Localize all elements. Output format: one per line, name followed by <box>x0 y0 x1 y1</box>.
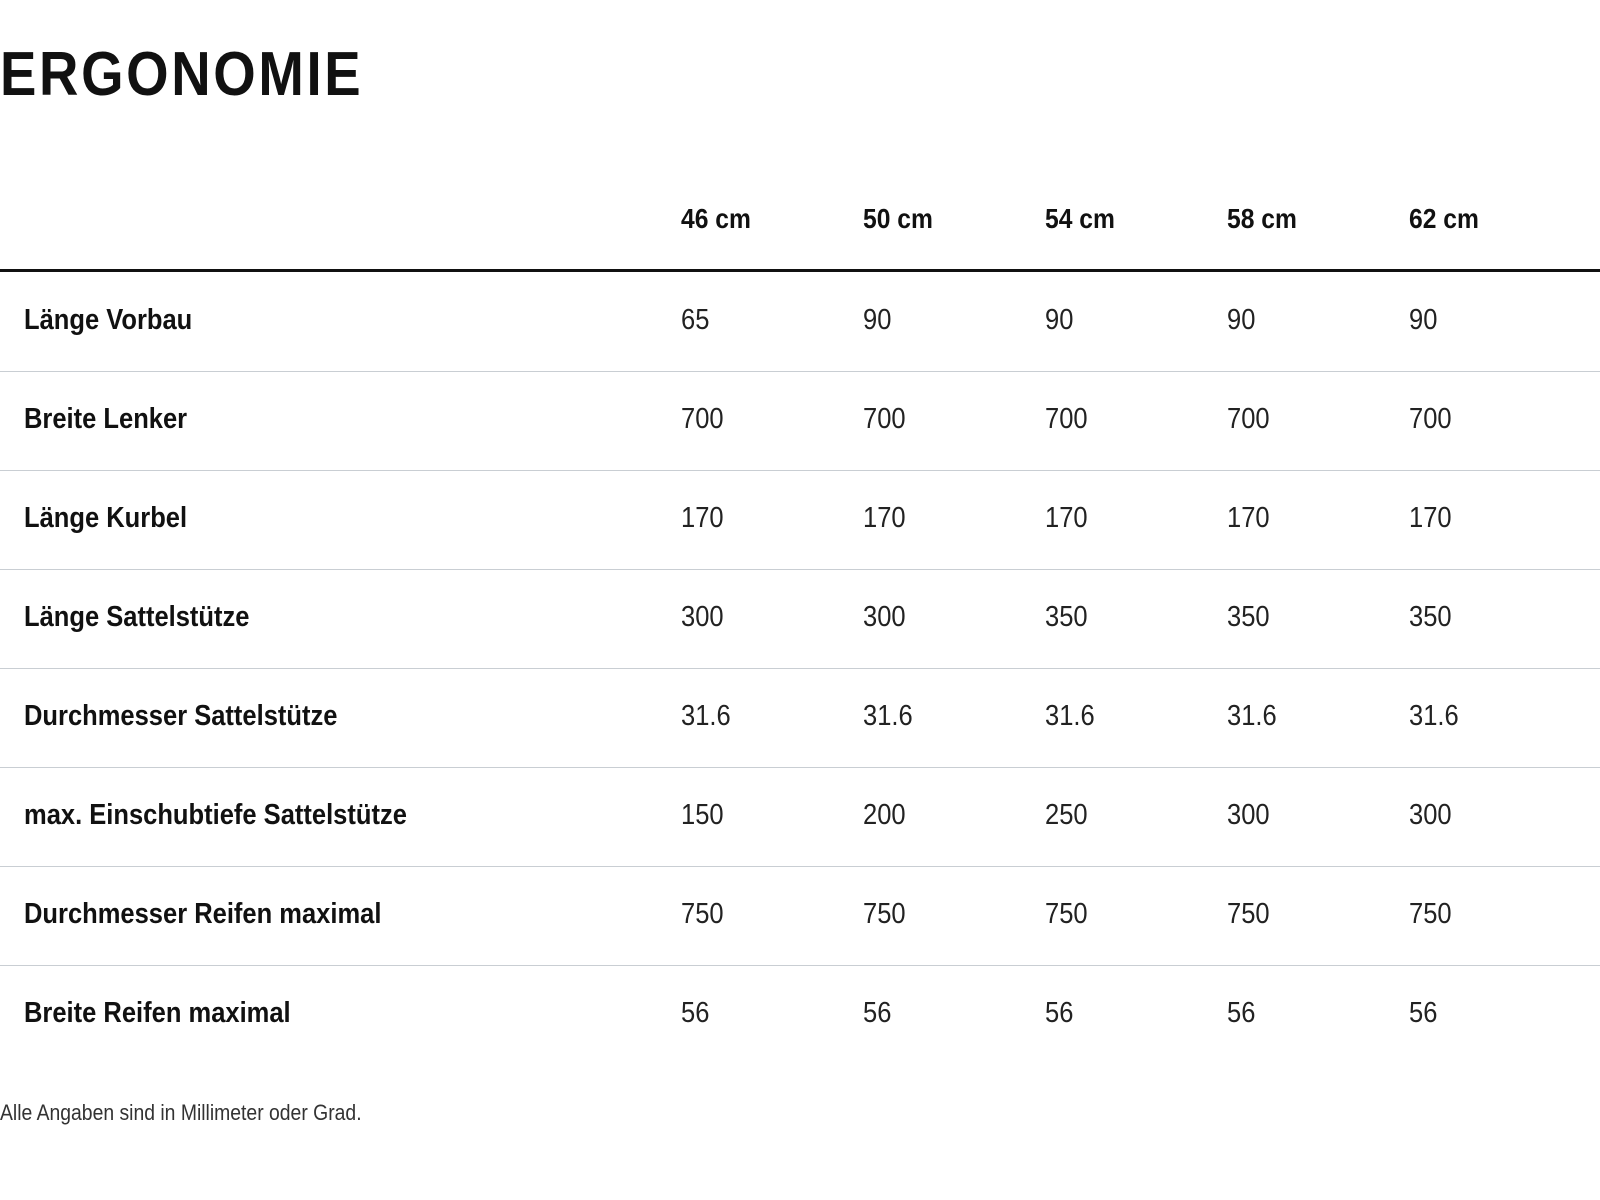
table-cell: 56 <box>1045 997 1074 1029</box>
table-cell: 350 <box>1227 601 1270 633</box>
row-label: Breite Lenker <box>24 403 188 435</box>
table-cell: 300 <box>1227 799 1270 831</box>
footnote: Alle Angaben sind in Millimeter oder Gra… <box>0 1100 362 1125</box>
table-cell: 300 <box>681 601 724 633</box>
table-cell: 350 <box>1409 601 1452 633</box>
table-cell: 150 <box>681 799 724 831</box>
column-header: 50 cm <box>863 203 933 234</box>
column-header: 62 cm <box>1409 203 1479 234</box>
row-label: Durchmesser Reifen maximal <box>24 898 382 930</box>
table-cell: 750 <box>1409 898 1452 930</box>
table-cell: 90 <box>1409 304 1438 336</box>
header-rule <box>0 269 1600 272</box>
row-separator <box>0 470 1600 471</box>
row-label: Länge Vorbau <box>24 304 193 336</box>
row-separator <box>0 371 1600 372</box>
table-cell: 56 <box>1409 997 1438 1029</box>
table-cell: 700 <box>1045 403 1088 435</box>
table-cell: 300 <box>1409 799 1452 831</box>
table-cell: 170 <box>681 502 724 534</box>
table-cell: 250 <box>1045 799 1088 831</box>
table-cell: 56 <box>1227 997 1256 1029</box>
table-cell: 750 <box>681 898 724 930</box>
row-label: Länge Sattelstütze <box>24 601 250 633</box>
row-label: Durchmesser Sattelstütze <box>24 700 338 732</box>
row-label: max. Einschubtiefe Sattelstütze <box>24 799 407 831</box>
table-cell: 31.6 <box>863 700 913 732</box>
row-separator <box>0 866 1600 867</box>
row-separator <box>0 569 1600 570</box>
table-cell: 56 <box>863 997 892 1029</box>
table-cell: 700 <box>1227 403 1270 435</box>
table-cell: 56 <box>681 997 710 1029</box>
table-cell: 200 <box>863 799 906 831</box>
table-cell: 700 <box>681 403 724 435</box>
table-cell: 170 <box>1045 502 1088 534</box>
table-cell: 90 <box>1227 304 1256 336</box>
table-cell: 700 <box>1409 403 1452 435</box>
row-label: Breite Reifen maximal <box>24 997 291 1029</box>
row-separator <box>0 668 1600 669</box>
table-cell: 90 <box>1045 304 1074 336</box>
table-cell: 31.6 <box>1045 700 1095 732</box>
table-cell: 170 <box>1227 502 1270 534</box>
page-title: ERGONOMIE <box>0 40 364 109</box>
table-cell: 750 <box>863 898 906 930</box>
row-separator <box>0 767 1600 768</box>
table-cell: 300 <box>863 601 906 633</box>
table-cell: 65 <box>681 304 710 336</box>
column-header: 54 cm <box>1045 203 1115 234</box>
column-header: 46 cm <box>681 203 751 234</box>
table-cell: 750 <box>1227 898 1270 930</box>
table-cell: 350 <box>1045 601 1088 633</box>
row-separator <box>0 965 1600 966</box>
row-label: Länge Kurbel <box>24 502 188 534</box>
table-cell: 31.6 <box>1409 700 1459 732</box>
table-cell: 170 <box>1409 502 1452 534</box>
column-header: 58 cm <box>1227 203 1297 234</box>
table-cell: 90 <box>863 304 892 336</box>
table-cell: 170 <box>863 502 906 534</box>
table-cell: 31.6 <box>681 700 731 732</box>
table-cell: 750 <box>1045 898 1088 930</box>
table-cell: 31.6 <box>1227 700 1277 732</box>
table-cell: 700 <box>863 403 906 435</box>
